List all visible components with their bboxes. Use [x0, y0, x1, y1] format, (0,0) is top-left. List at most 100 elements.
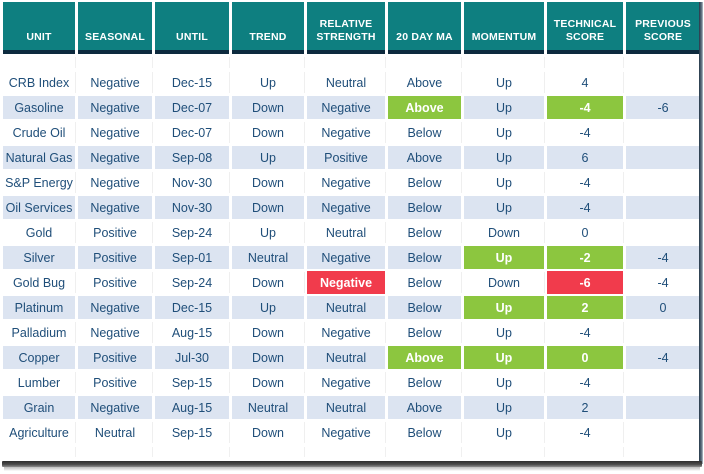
cell-technical-score: -4: [547, 371, 623, 394]
cell-trend: Down: [232, 271, 304, 294]
cell-until: Sep-08: [155, 146, 229, 169]
cell-unit: Gold: [3, 221, 75, 244]
cell-trend: Down: [232, 346, 304, 369]
cell-relative-strength: Negative: [307, 246, 385, 269]
cell-unit: Crude Oil: [3, 121, 75, 144]
cell-momentum: Down: [464, 271, 544, 294]
cell-seasonal: Negative: [78, 121, 152, 144]
cell-seasonal: Negative: [78, 396, 152, 419]
cell-relative-strength: Negative: [307, 421, 385, 444]
cell-relative-strength: Neutral: [307, 396, 385, 419]
cell-seasonal: Negative: [78, 321, 152, 344]
image-shadow-bottom-fade: [4, 467, 700, 471]
cell-unit: Copper: [3, 346, 75, 369]
spacer-cell: [155, 56, 229, 69]
cell-20-day-ma: Above: [388, 96, 461, 119]
cell-until: Dec-15: [155, 296, 229, 319]
cell-relative-strength: Neutral: [307, 346, 385, 369]
cell-momentum: Up: [464, 321, 544, 344]
cell-previous-score: -4: [626, 246, 700, 269]
spacer-cell: [547, 446, 623, 458]
cell-technical-score: -6: [547, 271, 623, 294]
cell-20-day-ma: Below: [388, 271, 461, 294]
cell-technical-score: 0: [547, 346, 623, 369]
cell-20-day-ma: Above: [388, 346, 461, 369]
cell-20-day-ma: Below: [388, 421, 461, 444]
cell-seasonal: Negative: [78, 96, 152, 119]
cell-momentum: Up: [464, 196, 544, 219]
cell-20-day-ma: Below: [388, 246, 461, 269]
cell-previous-score: [626, 221, 700, 244]
table-row-palladium: Palladium Negative Aug-15 Down Negative Below…: [3, 321, 700, 344]
cell-seasonal: Positive: [78, 221, 152, 244]
cell-relative-strength: Negative: [307, 121, 385, 144]
table-row-oil-services: Oil Services Negative Nov-30 Down Negative Be…: [3, 196, 700, 219]
image-shadow-right: [699, 2, 703, 464]
cell-technical-score: -4: [547, 121, 623, 144]
spacer-cell: [3, 56, 75, 69]
table-row-copper: Copper Positive Jul-30 Down Neutral Above Up 0-…: [3, 346, 700, 369]
cell-seasonal: Negative: [78, 171, 152, 194]
cell-until: Dec-07: [155, 121, 229, 144]
cell-technical-score: -4: [547, 421, 623, 444]
cell-relative-strength: Negative: [307, 271, 385, 294]
table-row-natural-gas: Natural Gas Negative Sep-08 Up Positive Above…: [3, 146, 700, 169]
table-row-crb-index: CRB Index Negative Dec-15 Up Neutral Above Up 4: [3, 71, 700, 94]
cell-unit: Lumber: [3, 371, 75, 394]
cell-trend: Down: [232, 421, 304, 444]
cell-relative-strength: Negative: [307, 196, 385, 219]
cell-until: Nov-30: [155, 196, 229, 219]
cell-momentum: Down: [464, 221, 544, 244]
cell-trend: Down: [232, 321, 304, 344]
cell-technical-score: -4: [547, 196, 623, 219]
cell-relative-strength: Negative: [307, 321, 385, 344]
cell-20-day-ma: Below: [388, 371, 461, 394]
cell-seasonal: Negative: [78, 296, 152, 319]
cell-technical-score: 2: [547, 296, 623, 319]
cell-trend: Up: [232, 221, 304, 244]
cell-previous-score: -4: [626, 271, 700, 294]
spacer-cell: [547, 56, 623, 69]
cell-20-day-ma: Below: [388, 171, 461, 194]
table-row-lumber: Lumber Positive Sep-15 Down Negative Below Up -…: [3, 371, 700, 394]
cell-20-day-ma: Below: [388, 121, 461, 144]
spacer-cell: [232, 446, 304, 458]
cell-previous-score: [626, 421, 700, 444]
cell-previous-score: [626, 321, 700, 344]
spacer-cell: [307, 56, 385, 69]
cell-momentum: Up: [464, 146, 544, 169]
cell-20-day-ma: Above: [388, 146, 461, 169]
column-header-momentum: MOMENTUM: [464, 2, 544, 54]
cell-previous-score: -4: [626, 346, 700, 369]
cell-momentum: Up: [464, 396, 544, 419]
cell-trend: Up: [232, 146, 304, 169]
cell-momentum: Up: [464, 346, 544, 369]
cell-trend: Down: [232, 121, 304, 144]
column-header-until: UNTIL: [155, 2, 229, 54]
cell-previous-score: [626, 71, 700, 94]
cell-trend: Up: [232, 71, 304, 94]
cell-previous-score: [626, 196, 700, 219]
spacer-cell: [155, 446, 229, 458]
table-row-s-p-energy: S&P Energy Negative Nov-30 Down Negative Belo…: [3, 171, 700, 194]
cell-momentum: Up: [464, 71, 544, 94]
cell-technical-score: 6: [547, 146, 623, 169]
cell-momentum: Up: [464, 296, 544, 319]
table-row-platinum: Platinum Negative Dec-15 Up Neutral Below Up 2 0: [3, 296, 700, 319]
cell-until: Sep-24: [155, 221, 229, 244]
cell-previous-score: [626, 121, 700, 144]
cell-relative-strength: Neutral: [307, 71, 385, 94]
cell-until: Sep-15: [155, 371, 229, 394]
cell-unit: Platinum: [3, 296, 75, 319]
table-body: CRB Index Negative Dec-15 Up Neutral Above Up 4…: [3, 56, 700, 458]
cell-until: Aug-15: [155, 321, 229, 344]
cell-technical-score: 2: [547, 396, 623, 419]
spacer-row: [3, 446, 700, 458]
cell-seasonal: Positive: [78, 246, 152, 269]
cell-momentum: Up: [464, 96, 544, 119]
header-row: UNIT SEASONAL UNTIL TREND RELATIVE STRENGTH 2…: [3, 2, 700, 54]
table-row-gold-bug: Gold Bug Positive Sep-24 Down Negative Below D…: [3, 271, 700, 294]
spacer-cell: [464, 56, 544, 69]
cell-previous-score: [626, 146, 700, 169]
